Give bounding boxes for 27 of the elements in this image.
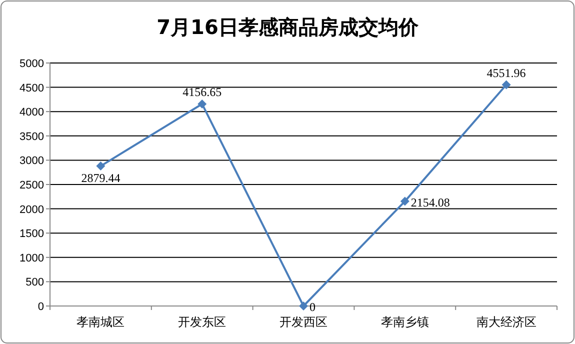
data-label: 4551.96 (486, 66, 526, 80)
y-tick-label: 4000 (20, 106, 44, 119)
point (502, 80, 511, 90)
point (96, 162, 106, 171)
chart-title: 7月16日孝感商品房成交均价 (156, 15, 420, 39)
y-tick-label: 500 (26, 276, 44, 289)
y-tick-label: 1500 (20, 228, 44, 240)
y-tick-label: 1000 (20, 252, 44, 264)
y-tick-label: 3000 (20, 155, 44, 168)
y-tick-label: 2000 (20, 204, 44, 216)
point (299, 302, 308, 310)
x-tick-label: 开发东区 (178, 315, 226, 329)
y-tick-label: 0 (38, 301, 44, 313)
point (198, 99, 207, 108)
y-tick-label: 5000 (20, 58, 44, 70)
point (400, 196, 410, 206)
y-tick-label: 4500 (20, 82, 44, 94)
x-tick-label: 孝南乡镇 (380, 315, 429, 329)
data-label: 0 (310, 300, 316, 314)
x-tick-label: 孝南城区 (76, 315, 125, 329)
y-tick-label: 3500 (20, 130, 44, 143)
data-label: 2154.08 (410, 195, 450, 210)
data-label: 4156.65 (182, 84, 222, 99)
x-tick-label: 开发西区 (280, 315, 328, 329)
x-tick-label: 南大经济区 (476, 315, 536, 329)
y-tick-label: 2500 (20, 180, 44, 192)
data-label: 2879.44 (81, 171, 120, 186)
